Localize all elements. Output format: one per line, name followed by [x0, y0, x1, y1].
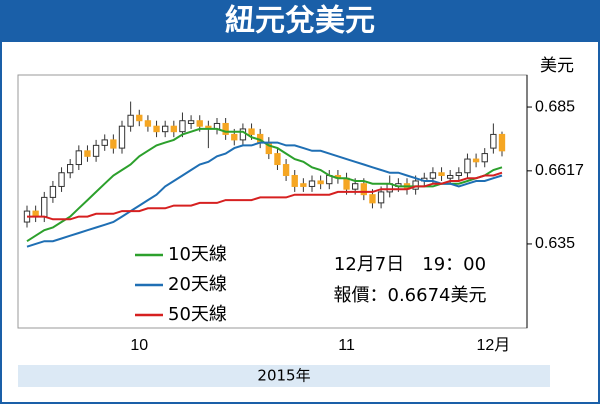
candle-body: [118, 125, 126, 149]
candle-body: [67, 164, 74, 174]
candle-body: [187, 120, 195, 124]
legend-label: 20天線: [168, 274, 227, 295]
candle-body: [282, 164, 290, 176]
legend-label: 50天線: [168, 304, 227, 325]
x-tick-label: 10: [130, 337, 148, 354]
candle-body: [84, 150, 91, 157]
y-tick-label: 0.6617: [535, 162, 584, 179]
candle-body: [291, 174, 298, 187]
candle-body: [170, 125, 177, 133]
candle-body: [369, 194, 376, 204]
y-tick-label: 0.685: [535, 98, 575, 115]
candle-body: [377, 191, 385, 204]
candle-body: [455, 172, 462, 176]
candle-body: [490, 133, 497, 149]
x-axis-label: 2015年: [257, 367, 310, 385]
candle-body: [196, 120, 203, 127]
candle-body: [179, 120, 186, 133]
candle-body: [136, 114, 143, 122]
candle-body: [144, 120, 152, 127]
candle-body: [274, 153, 281, 166]
candle-body: [41, 196, 48, 218]
candle-body: [464, 158, 471, 174]
candle-body: [110, 139, 117, 149]
candle-body: [429, 172, 437, 179]
candle-body: [153, 125, 160, 133]
candle-body: [75, 150, 82, 166]
candle-body: [343, 177, 350, 190]
candle-body: [360, 183, 367, 196]
x-tick-label: 12月: [476, 337, 510, 354]
candle-body: [231, 133, 238, 141]
candle-body: [239, 128, 247, 141]
candle-body: [447, 174, 454, 179]
candle-body: [49, 185, 57, 198]
candle-body: [472, 158, 480, 163]
ma-line: [26, 141, 503, 248]
x-label-band: [18, 365, 550, 387]
candle-body: [412, 180, 419, 190]
candle-body: [127, 114, 134, 127]
annotation: 報價：0.6674美元: [334, 285, 487, 306]
candle-body: [352, 183, 359, 190]
y-tick-label: 0.635: [535, 235, 575, 252]
candle-body: [248, 128, 255, 135]
candle-body: [162, 125, 169, 133]
candle-body: [300, 183, 307, 187]
chart-title: 紐元兌美元: [225, 4, 375, 39]
candle-body: [92, 144, 100, 157]
y-unit: 美元: [540, 56, 574, 76]
legend-label: 10天線: [168, 244, 227, 265]
candle-body: [101, 139, 108, 146]
x-tick-label: 11: [338, 337, 355, 354]
candle-body: [481, 153, 488, 163]
candle-body: [498, 133, 506, 152]
candle-body: [317, 180, 324, 185]
title-banner: [0, 0, 600, 42]
candle-body: [222, 122, 229, 135]
candle-body: [308, 180, 316, 187]
candle-body: [58, 172, 65, 187]
annotation: 12月7日 19：00: [334, 254, 486, 275]
ma-line: [27, 171, 503, 221]
candle-body: [438, 172, 445, 176]
